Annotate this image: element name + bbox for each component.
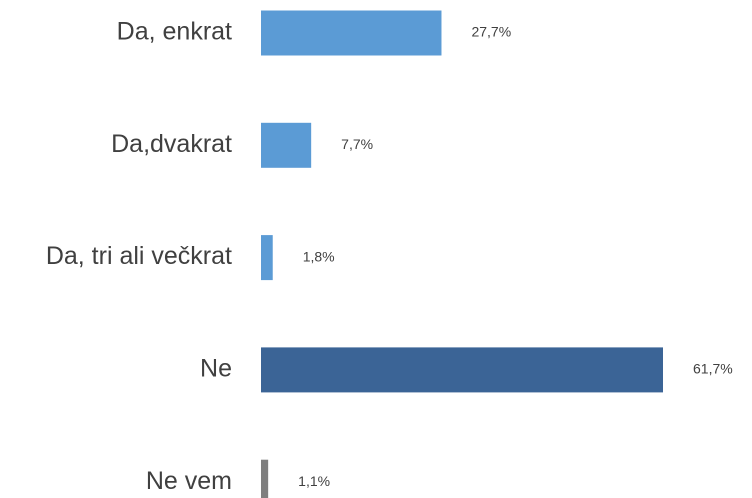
category-label: Ne <box>200 355 232 383</box>
bar <box>261 122 312 168</box>
value-label: 7,7% <box>341 136 373 152</box>
bar <box>261 235 273 281</box>
value-label: 27,7% <box>471 24 511 40</box>
bar <box>261 459 269 498</box>
value-label: 1,8% <box>303 248 335 264</box>
value-label: 61,7% <box>693 361 733 377</box>
bar <box>261 347 663 393</box>
category-label: Da, enkrat <box>117 18 232 46</box>
bar <box>261 10 442 56</box>
value-label: 1,1% <box>298 473 330 489</box>
category-label: Da,dvakrat <box>111 130 232 158</box>
category-label: Da, tri ali večkrat <box>46 242 232 270</box>
category-label: Ne vem <box>146 467 232 495</box>
